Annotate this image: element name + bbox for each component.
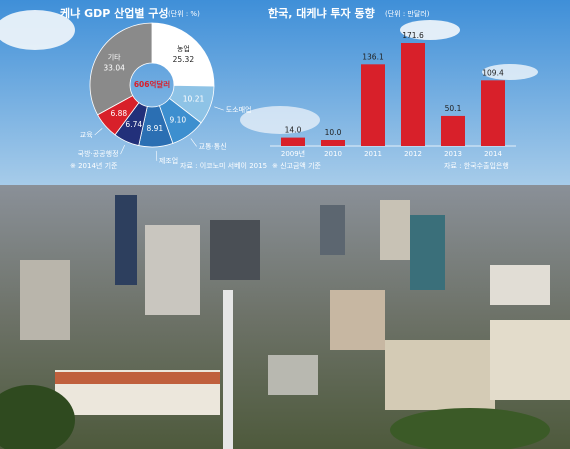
value-label: 171.6: [402, 31, 424, 40]
value-label: 6.88: [110, 109, 127, 118]
leader-line: [190, 138, 197, 147]
chart-subtitle: (단위 : %): [168, 9, 200, 18]
value-label: 10.0: [325, 128, 342, 137]
x-tick-label: 2013: [444, 150, 462, 158]
source: 자료 : 한국수출입은행: [444, 161, 509, 170]
value-label: 136.1: [362, 52, 384, 61]
donut-chart: 케냐 GDP 산업별 구성 (단위 : %) ※ 2014년 기준 자료 : 이…: [60, 6, 267, 170]
bar: [281, 137, 305, 146]
bar: [401, 43, 425, 146]
value-label: 10.21: [183, 95, 205, 104]
bar: [321, 139, 345, 146]
chart-title: 한국, 대케냐 투자 동향: [268, 6, 375, 20]
x-tick-label: 2010: [324, 150, 342, 158]
slice-label: 교육: [80, 131, 93, 139]
value-label: 6.74: [125, 120, 142, 129]
value-label: 25.32: [173, 55, 195, 64]
note: ※ 신고금액 기준: [272, 161, 322, 170]
x-tick-label: 2011: [364, 150, 382, 158]
leader-line: [155, 150, 158, 161]
slice-label: 국방·공공행정: [78, 149, 119, 158]
donut-slice: [89, 22, 153, 116]
slice-label: 교통·통신: [199, 141, 227, 150]
chart-title: 케냐 GDP 산업별 구성: [60, 6, 169, 20]
source: 자료 : 이코노미 서베이 2015: [180, 161, 267, 170]
x-tick-label: 2012: [404, 150, 422, 158]
leader-line: [120, 144, 125, 155]
bar: [481, 80, 505, 146]
slice-label: 농업: [177, 45, 190, 53]
value-label: 50.1: [445, 104, 462, 113]
value-label: 8.91: [146, 124, 163, 133]
note: ※ 2014년 기준: [70, 161, 118, 170]
value-label: 109.4: [482, 68, 504, 77]
bar: [441, 115, 465, 146]
slice-label: 기타: [108, 53, 121, 62]
leader-line: [94, 128, 103, 136]
chart-subtitle: (단위 : 만달러): [385, 9, 430, 18]
slice-label: 도소매업: [226, 106, 252, 114]
x-tick-label: 2009년: [281, 149, 305, 158]
value-label: 9.10: [170, 116, 187, 125]
donut-slice: [151, 22, 215, 87]
value-label: 33.04: [103, 64, 125, 73]
value-label: 14.0: [285, 126, 302, 135]
bar-chart: 한국, 대케냐 투자 동향 (단위 : 만달러) ※ 신고금액 기준 자료 : …: [268, 6, 516, 170]
slice-label: 제조업: [159, 157, 178, 165]
bar: [361, 64, 385, 146]
leader-line: [214, 106, 224, 111]
x-tick-label: 2014: [484, 150, 502, 158]
center-label: 606억달러: [134, 79, 170, 89]
